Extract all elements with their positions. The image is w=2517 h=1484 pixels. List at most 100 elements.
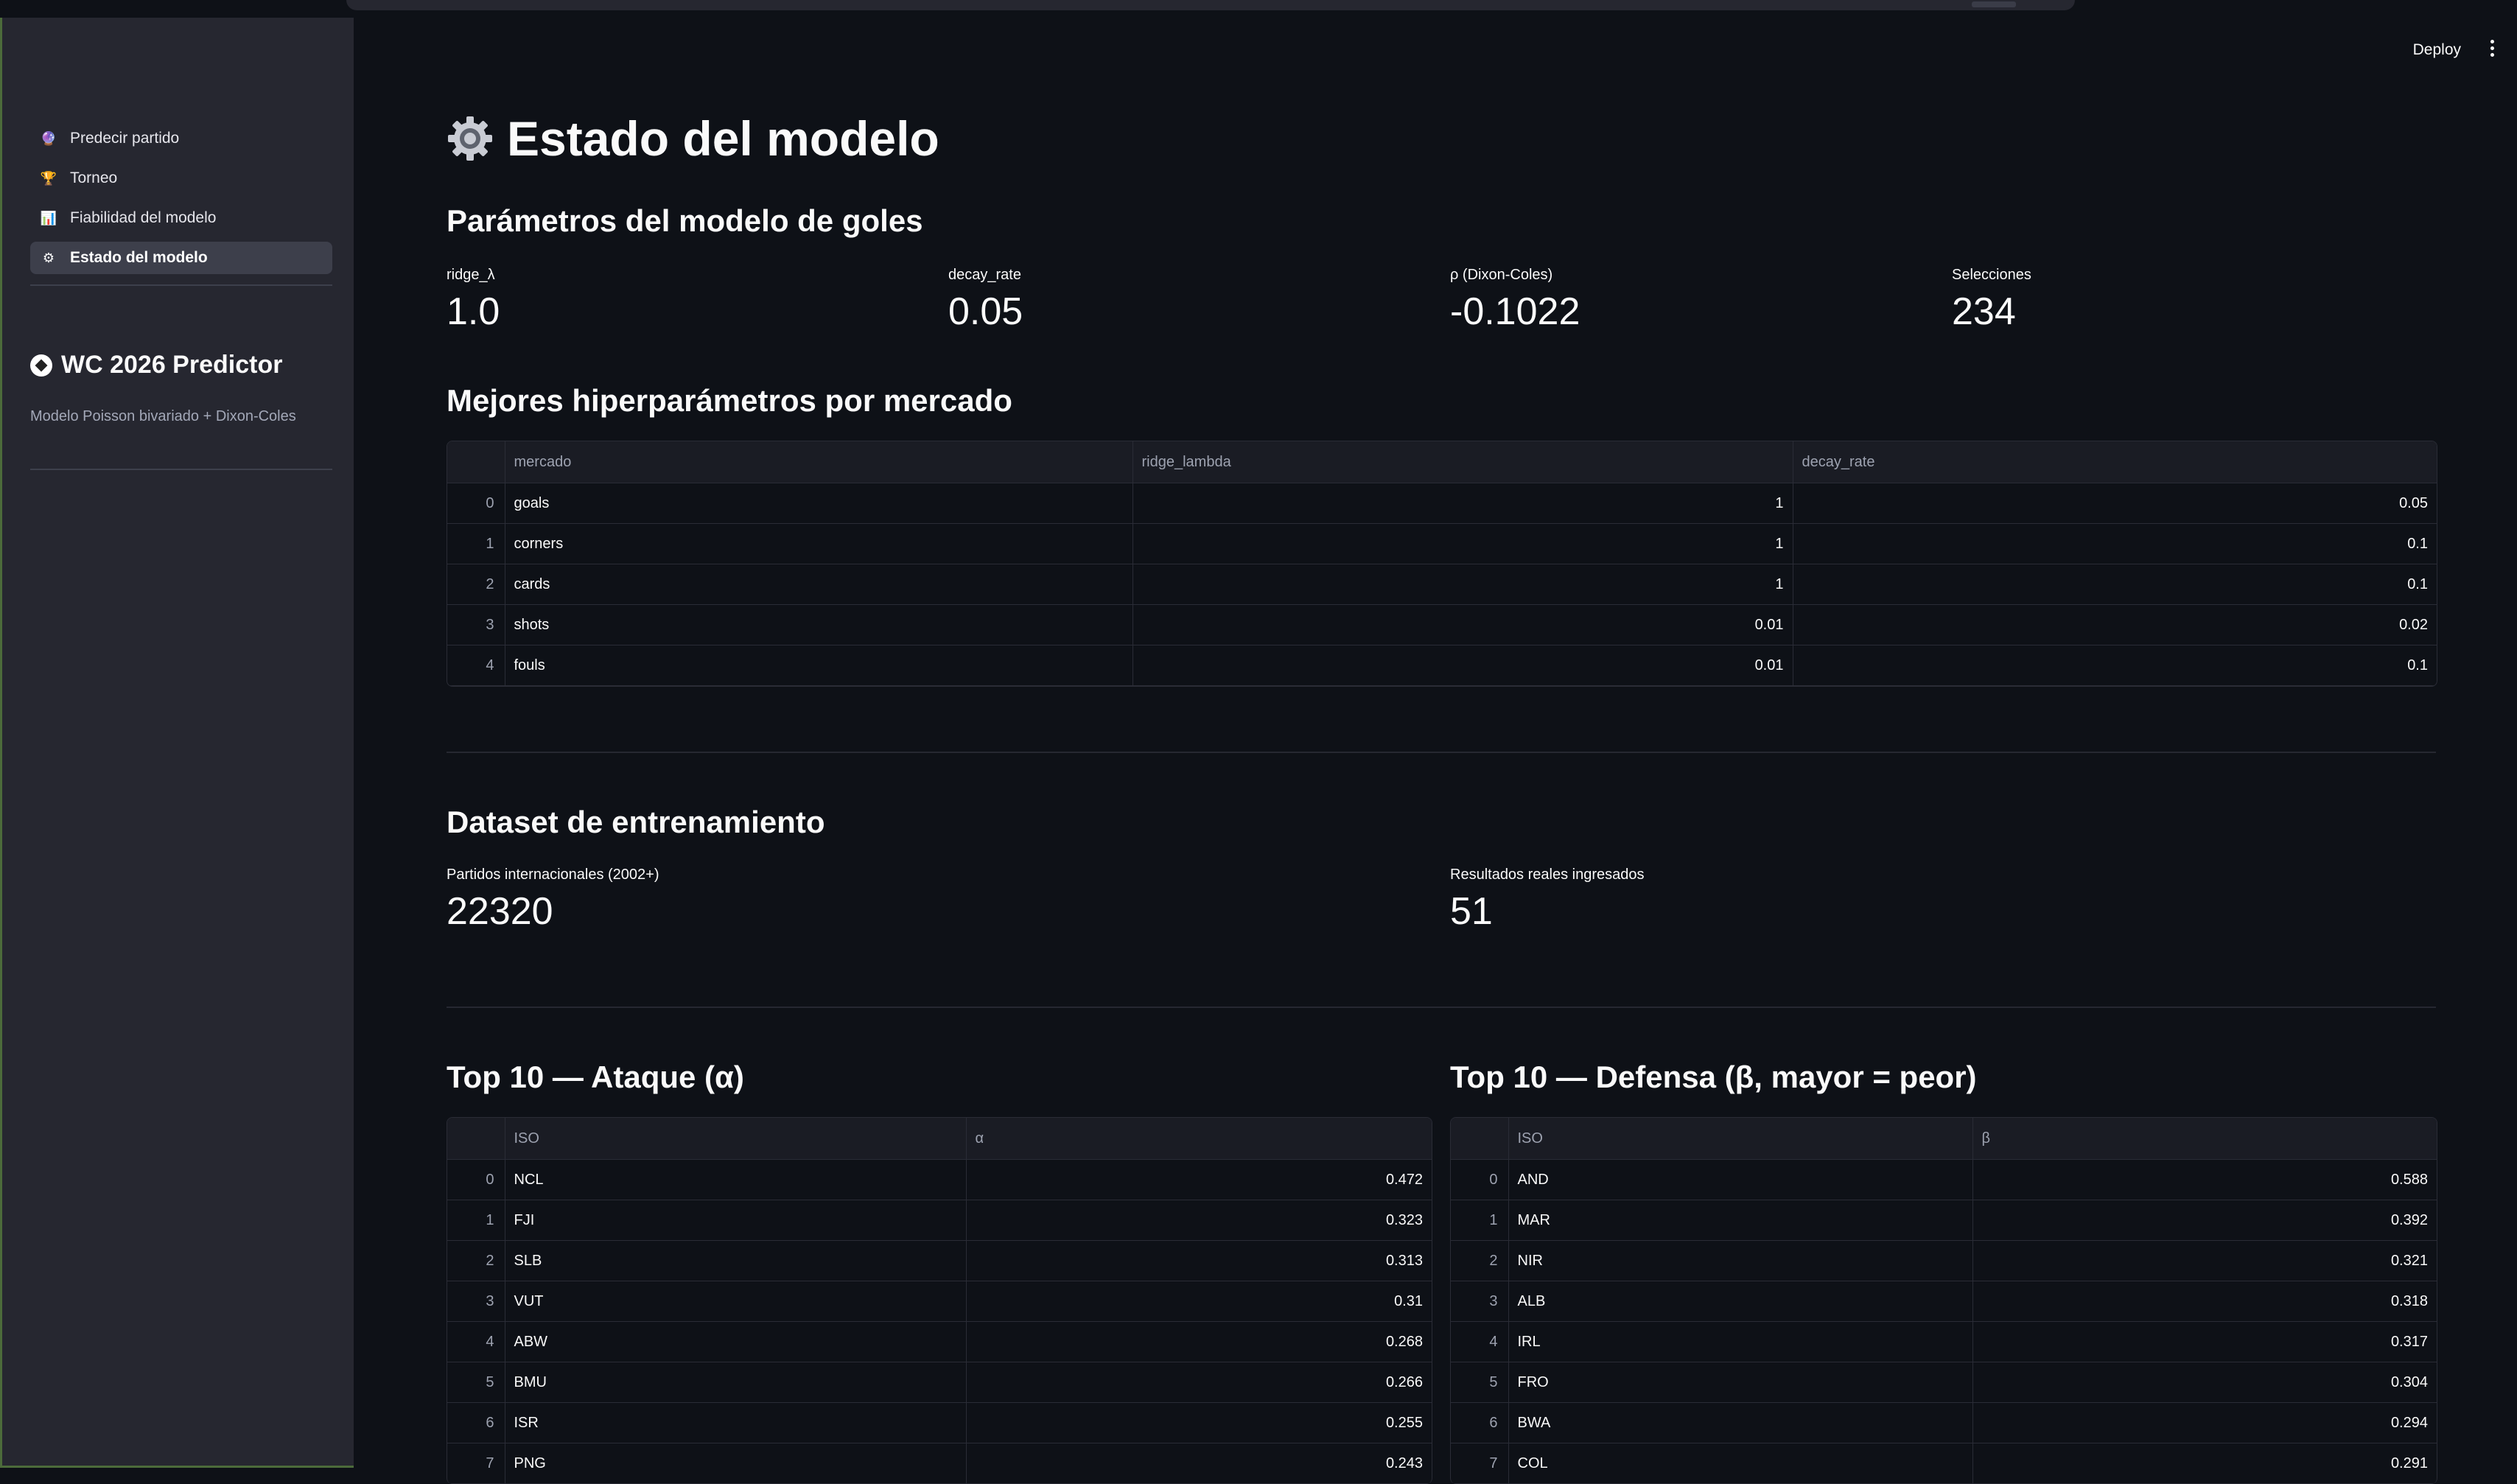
metric-rho: ρ (Dixon-Coles) -0.1022 — [1450, 267, 1580, 331]
cell-mercado: shots — [505, 604, 1133, 645]
defense-heading: Top 10 — Defensa (β, mayor = peor) — [1450, 1060, 1977, 1094]
table-row[interactable]: 3 shots 0.01 0.02 — [447, 604, 2437, 645]
table-row[interactable]: 0 AND 0.588 — [1451, 1159, 2437, 1200]
brand-title: WC 2026 Predictor — [61, 351, 283, 379]
table-row[interactable]: 6 ISR 0.255 — [447, 1402, 1432, 1443]
cell-alpha: 0.243 — [966, 1443, 1432, 1484]
top-bar-slot — [1972, 1, 2016, 7]
cell-beta: 0.317 — [1972, 1321, 2437, 1362]
table-row[interactable]: 3 VUT 0.31 — [447, 1281, 1432, 1322]
metric-decay-rate: decay_rate 0.05 — [948, 267, 1023, 331]
row-index: 7 — [447, 1443, 505, 1484]
column-header[interactable]: decay_rate — [1793, 441, 2437, 483]
brand-subtitle: Modelo Poisson bivariado + Dixon-Coles — [30, 408, 296, 424]
metric-value: -0.1022 — [1450, 290, 1580, 333]
cell-iso: ABW — [505, 1321, 967, 1362]
cell-iso: BMU — [505, 1362, 967, 1403]
metric-label: decay_rate — [948, 267, 1021, 283]
cell-alpha: 0.31 — [966, 1281, 1432, 1322]
sidebar: 🔮 Predecir partido 🏆 Torneo 📊 Fiabilidad… — [0, 18, 354, 1468]
cell-alpha: 0.268 — [966, 1321, 1432, 1362]
cell-iso: MAR — [1508, 1200, 1973, 1241]
cell-beta: 0.321 — [1972, 1240, 2437, 1281]
row-index: 1 — [447, 1200, 505, 1241]
row-index: 1 — [447, 523, 505, 564]
table-row[interactable]: 5 FRO 0.304 — [1451, 1362, 2437, 1403]
sidebar-item-label: Torneo — [70, 169, 118, 186]
table-row[interactable]: 4 fouls 0.01 0.1 — [447, 645, 2437, 686]
cell-iso: FJI — [505, 1200, 967, 1241]
crystal-ball-icon: 🔮 — [40, 130, 57, 146]
table-header-row: mercado ridge_lambda decay_rate — [447, 441, 2437, 483]
table-row[interactable]: 1 MAR 0.392 — [1451, 1200, 2437, 1241]
metric-ridge-lambda: ridge_λ 1.0 — [447, 267, 500, 331]
cell-iso: NCL — [505, 1159, 967, 1200]
table-row[interactable]: 5 BMU 0.266 — [447, 1362, 1432, 1403]
cell-beta: 0.294 — [1972, 1402, 2437, 1443]
cell-ridge-lambda: 1 — [1133, 564, 1793, 605]
metric-selecciones: Selecciones 234 — [1952, 267, 2031, 331]
column-header[interactable]: β — [1972, 1118, 2437, 1160]
row-index: 6 — [1451, 1402, 1509, 1443]
row-index: 4 — [447, 1321, 505, 1362]
dataset-heading: Dataset de entrenamiento — [447, 805, 825, 839]
sidebar-item-estado-del-modelo[interactable]: ⚙ Estado del modelo — [30, 242, 332, 274]
best-hparams-heading: Mejores hiperparámetros por mercado — [447, 383, 1012, 418]
table-row[interactable]: 7 COL 0.291 — [1451, 1443, 2437, 1484]
cell-alpha: 0.323 — [966, 1200, 1432, 1241]
sidebar-item-torneo[interactable]: 🏆 Torneo — [30, 162, 332, 195]
cell-beta: 0.291 — [1972, 1443, 2437, 1484]
cell-mercado: cards — [505, 564, 1133, 605]
index-header — [447, 1118, 505, 1160]
defense-table[interactable]: ISO β 0 AND 0.588 1 MAR 0.392 2 NIR 0.321 3 ALB… — [1450, 1117, 2437, 1484]
cell-alpha: 0.266 — [966, 1362, 1432, 1403]
column-header[interactable]: ridge_lambda — [1133, 441, 1793, 483]
column-header[interactable]: ISO — [1508, 1118, 1973, 1160]
cell-ridge-lambda: 0.01 — [1133, 604, 1793, 645]
cell-decay-rate: 0.1 — [1793, 523, 2437, 564]
cell-mercado: fouls — [505, 645, 1133, 686]
cell-iso: BWA — [1508, 1402, 1973, 1443]
table-row[interactable]: 0 goals 1 0.05 — [447, 483, 2437, 524]
table-row[interactable]: 4 ABW 0.268 — [447, 1321, 1432, 1362]
metric-value: 51 — [1450, 890, 1493, 933]
row-index: 2 — [447, 564, 505, 605]
cell-mercado: goals — [505, 483, 1133, 524]
metric-label: Partidos internacionales (2002+) — [447, 867, 659, 883]
cell-iso: VUT — [505, 1281, 967, 1322]
metric-label: ridge_λ — [447, 267, 495, 283]
main-menu-icon[interactable] — [2490, 40, 2495, 57]
hparams-table[interactable]: mercado ridge_lambda decay_rate 0 goals … — [447, 441, 2437, 687]
metric-value: 0.05 — [948, 290, 1023, 333]
column-header[interactable]: ISO — [505, 1118, 967, 1160]
sidebar-divider — [30, 284, 332, 286]
column-header[interactable]: α — [966, 1118, 1432, 1160]
cell-decay-rate: 0.1 — [1793, 645, 2437, 686]
metric-partidos: Partidos internacionales (2002+) 22320 — [447, 867, 659, 931]
cell-decay-rate: 0.02 — [1793, 604, 2437, 645]
metric-resultados: Resultados reales ingresados 51 — [1450, 867, 1645, 931]
row-index: 2 — [447, 1240, 505, 1281]
deploy-button[interactable]: Deploy — [2412, 41, 2461, 58]
table-row[interactable]: 2 SLB 0.313 — [447, 1240, 1432, 1281]
attack-table[interactable]: ISO α 0 NCL 0.472 1 FJI 0.323 2 SLB 0.313 3 VUT… — [447, 1117, 1432, 1484]
cell-iso: COL — [1508, 1443, 1973, 1484]
table-row[interactable]: 7 PNG 0.243 — [447, 1443, 1432, 1484]
trophy-icon: 🏆 — [40, 170, 57, 186]
table-row[interactable]: 4 IRL 0.317 — [1451, 1321, 2437, 1362]
sidebar-item-predecir-partido[interactable]: 🔮 Predecir partido — [30, 122, 332, 155]
table-row[interactable]: 2 NIR 0.321 — [1451, 1240, 2437, 1281]
cell-decay-rate: 0.05 — [1793, 483, 2437, 524]
column-header[interactable]: mercado — [505, 441, 1133, 483]
table-row[interactable]: 0 NCL 0.472 — [447, 1159, 1432, 1200]
table-row[interactable]: 1 corners 1 0.1 — [447, 523, 2437, 564]
metric-value: 1.0 — [447, 290, 500, 333]
sidebar-item-label: Estado del modelo — [70, 249, 208, 266]
table-row[interactable]: 6 BWA 0.294 — [1451, 1402, 2437, 1443]
metric-label: Resultados reales ingresados — [1450, 867, 1645, 883]
sidebar-item-fiabilidad[interactable]: 📊 Fiabilidad del modelo — [30, 202, 332, 234]
table-row[interactable]: 1 FJI 0.323 — [447, 1200, 1432, 1241]
table-row[interactable]: 2 cards 1 0.1 — [447, 564, 2437, 605]
cell-mercado: corners — [505, 523, 1133, 564]
table-row[interactable]: 3 ALB 0.318 — [1451, 1281, 2437, 1322]
